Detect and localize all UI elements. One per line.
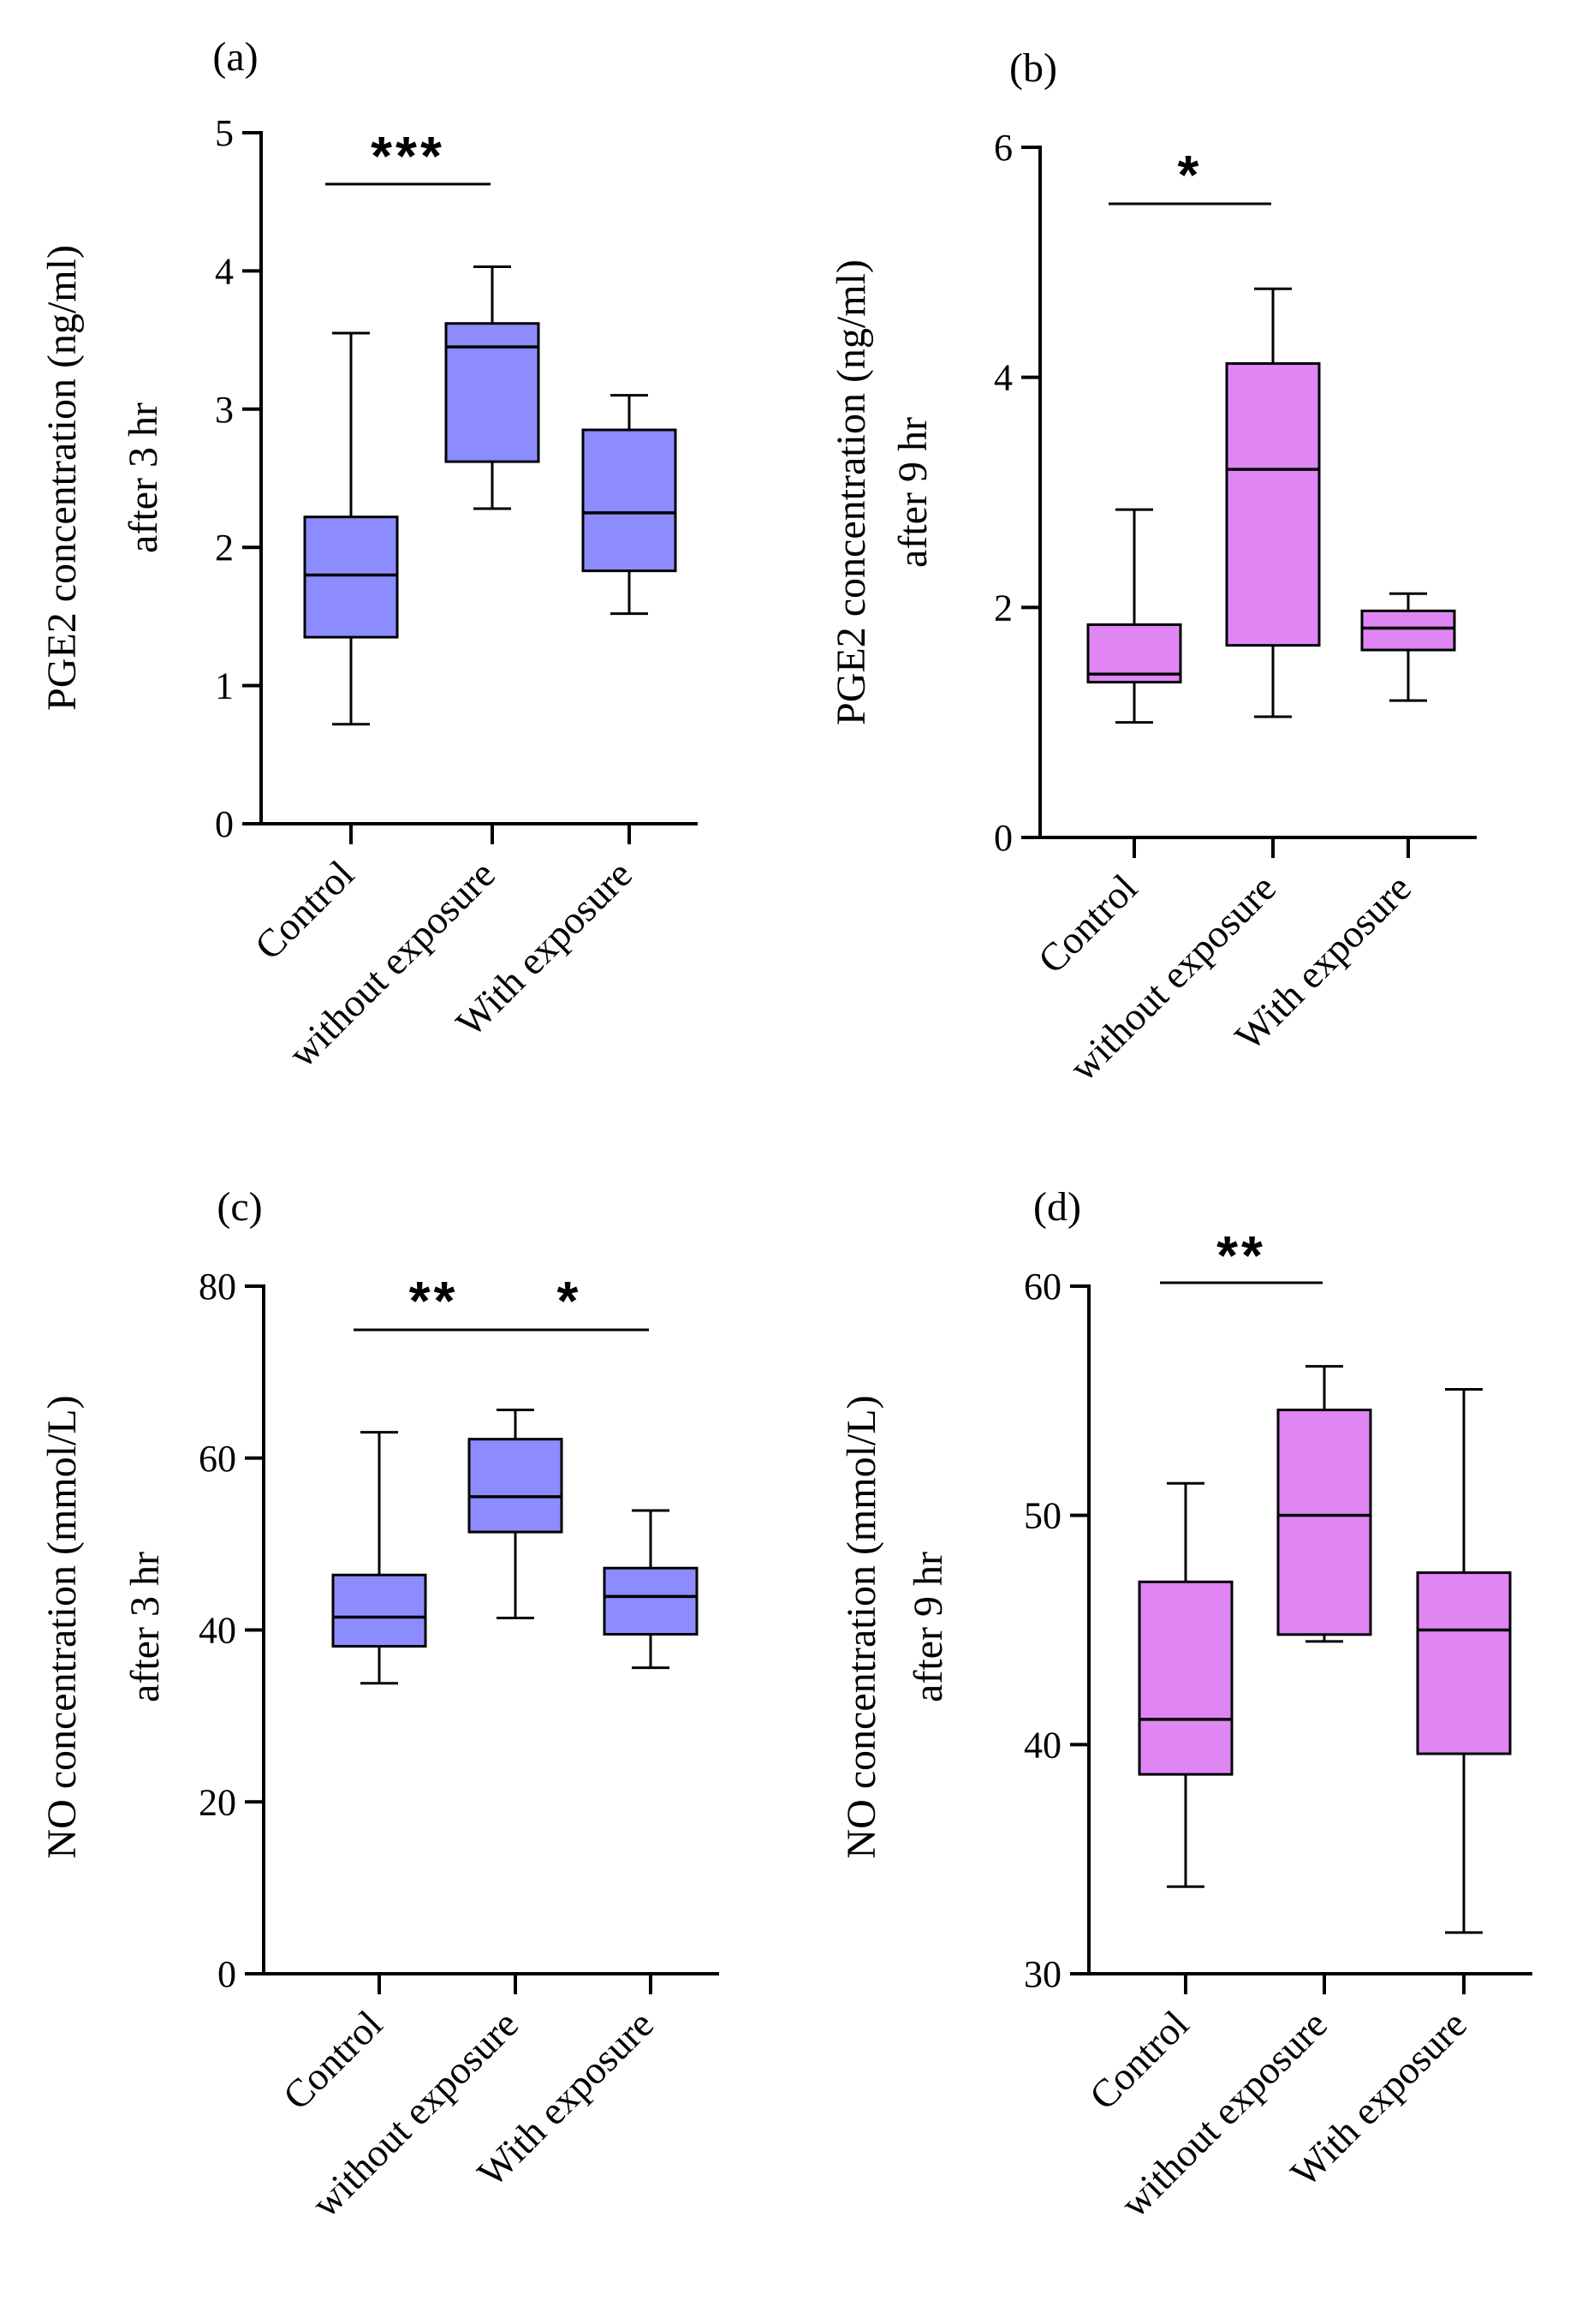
box-iqr	[1416, 1571, 1512, 1755]
box-iqr	[581, 428, 677, 573]
y-axis-label-sub: after 9 hr	[906, 1552, 951, 1702]
y-axis-label-sub: after 3 hr	[122, 1552, 168, 1702]
panel-label: (c)	[217, 1184, 262, 1230]
box-0	[303, 331, 399, 726]
box-iqr	[303, 515, 399, 639]
box-iqr	[1225, 362, 1321, 647]
box-iqr	[444, 322, 540, 463]
y-tick-label: 0	[217, 1953, 236, 1995]
y-tick-label: 1	[215, 665, 234, 707]
y-tick-label: 30	[1024, 1953, 1062, 1995]
y-tick-label: 6	[994, 127, 1013, 169]
box-1	[467, 1409, 563, 1619]
x-tick-label: Control	[1081, 2002, 1197, 2118]
y-tick-label: 3	[215, 389, 234, 431]
y-axis-label-sub: after 3 hr	[121, 402, 166, 553]
x-tick-label: Control	[247, 852, 362, 968]
box-0	[331, 1431, 427, 1685]
box-0	[1086, 508, 1182, 724]
y-axis-label: NO concentration (mmol/L)	[39, 1395, 85, 1858]
y-axis-label: PGE2 concentration (ng/ml)	[829, 259, 874, 725]
panel-label: (d)	[1033, 1184, 1081, 1230]
y-tick-label: 4	[215, 250, 234, 292]
y-axis-label: NO concentration (mmol/L)	[839, 1395, 884, 1858]
y-tick-label: 0	[215, 803, 234, 845]
y-tick-label: 60	[199, 1438, 236, 1480]
y-tick-label: 0	[994, 817, 1013, 859]
y-tick-label: 80	[199, 1266, 236, 1308]
box-2	[1360, 592, 1456, 702]
box-1	[1225, 287, 1321, 718]
y-tick-label: 50	[1024, 1495, 1062, 1537]
y-tick-label: 40	[1024, 1724, 1062, 1766]
box-1	[1276, 1365, 1372, 1643]
panel-label: (b)	[1009, 45, 1057, 91]
panel-label: (a)	[212, 34, 258, 80]
x-tick-label: Control	[275, 2002, 390, 2118]
significance-stars: *	[557, 1270, 582, 1332]
box-iqr	[1086, 623, 1182, 684]
y-tick-label: 2	[215, 527, 234, 569]
y-tick-label: 40	[199, 1610, 236, 1652]
box-2	[581, 394, 677, 616]
y-tick-label: 20	[199, 1781, 236, 1823]
y-tick-label: 4	[994, 357, 1013, 399]
x-tick-label: Control	[1030, 866, 1145, 981]
box-iqr	[467, 1438, 563, 1534]
box-iqr	[331, 1573, 427, 1648]
y-tick-label: 2	[994, 587, 1013, 629]
y-axis-label-sub: after 9 hr	[890, 417, 936, 568]
box-2	[603, 1509, 699, 1670]
y-tick-label: 60	[1024, 1266, 1062, 1308]
box-iqr	[1360, 609, 1456, 652]
y-axis-label: PGE2 concentration (ng/ml)	[39, 245, 85, 711]
box-0	[1138, 1481, 1234, 1888]
significance-stars: **	[1216, 1225, 1266, 1286]
significance-stars: *	[1178, 144, 1203, 206]
box-1	[444, 265, 540, 510]
box-iqr	[1276, 1409, 1372, 1636]
box-2	[1416, 1387, 1512, 1934]
box-iqr	[1138, 1580, 1234, 1776]
y-tick-label: 5	[215, 112, 234, 154]
significance-stars: ***	[371, 125, 445, 187]
box-iqr	[603, 1566, 699, 1636]
significance-stars: **	[409, 1270, 459, 1332]
